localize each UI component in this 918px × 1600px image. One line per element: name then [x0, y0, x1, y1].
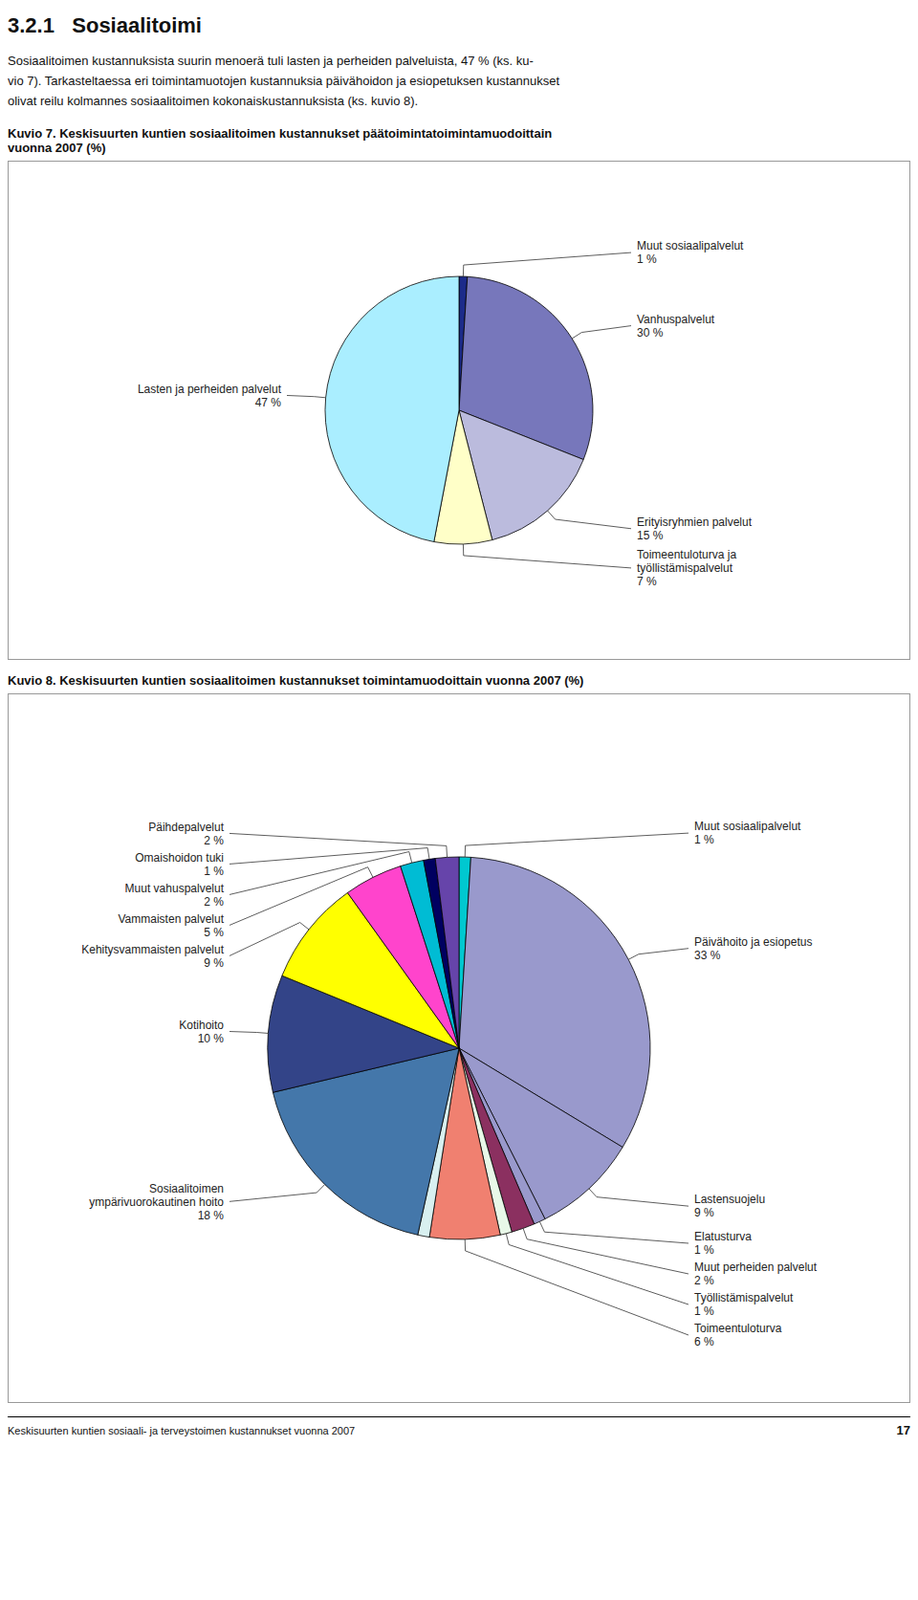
- svg-text:Muut vahuspalvelut2 %: Muut vahuspalvelut2 %: [125, 881, 225, 909]
- svg-text:Työllistämispalvelut1 %: Työllistämispalvelut1 %: [694, 1291, 794, 1319]
- svg-text:Vanhuspalvelut30 %: Vanhuspalvelut30 %: [636, 312, 716, 340]
- svg-text:Elatusturva1 %: Elatusturva1 %: [694, 1230, 752, 1258]
- html-text:Kuvio 8. Keskisuurten kuntien: Kuvio 8. Keskisuurten kuntien sosiaalito…: [7, 673, 584, 688]
- svg-text:Toimeentuloturva jatyöllistämi: Toimeentuloturva jatyöllistämispalvelut7…: [636, 548, 737, 590]
- svg-text:Kotihoito10 %: Kotihoito10 %: [178, 1018, 224, 1046]
- svg-text:Muut sosiaalipalvelut1 %: Muut sosiaalipalvelut1 %: [694, 820, 802, 848]
- svg-text:Erityisryhmien palvelut15 %: Erityisryhmien palvelut15 %: [636, 515, 753, 543]
- svg-text:Päivähoito ja esiopetus33 %: Päivähoito ja esiopetus33 %: [694, 935, 812, 962]
- svg-text:Muut perheiden palvelut2 %: Muut perheiden palvelut2 %: [694, 1261, 818, 1289]
- svg-text:Vammaisten palvelut5 %: Vammaisten palvelut5 %: [118, 912, 225, 940]
- svg-text:Muut sosiaalipalvelut1 %: Muut sosiaalipalvelut1 %: [636, 240, 744, 267]
- svg-text:Sosiaalitoimenympärivuorokauti: Sosiaalitoimenympärivuorokautinen hoito1…: [88, 1181, 224, 1223]
- svg-text:Lasten ja perheiden palvelut47: Lasten ja perheiden palvelut47 %: [137, 382, 283, 410]
- html-text:Keskisuurten kuntien sosiaali-: Keskisuurten kuntien sosiaali- ja tervey…: [7, 1424, 355, 1437]
- html-text:Kuvio 7. Keskisuurten kuntien: Kuvio 7. Keskisuurten kuntien sosiaalito…: [7, 126, 552, 156]
- html-text:Sosiaalitoimen kustannuksista: Sosiaalitoimen kustannuksista suurin men…: [7, 53, 560, 108]
- html-text:3.2.1 Sosiaalitoimi: 3.2.1 Sosiaalitoimi: [7, 13, 202, 38]
- svg-text:Toimeentuloturva6 %: Toimeentuloturva6 %: [694, 1322, 783, 1350]
- svg-text:Lastensuojelu9 %: Lastensuojelu9 %: [694, 1193, 765, 1221]
- svg-text:Omaishoidon tuki1 %: Omaishoidon tuki1 %: [134, 851, 224, 878]
- svg-text:Päihdepalvelut2 %: Päihdepalvelut2 %: [148, 820, 224, 848]
- svg-text:Kehitysvammaisten palvelut9 %: Kehitysvammaisten palvelut9 %: [81, 942, 224, 970]
- html-text:17: 17: [896, 1423, 911, 1438]
